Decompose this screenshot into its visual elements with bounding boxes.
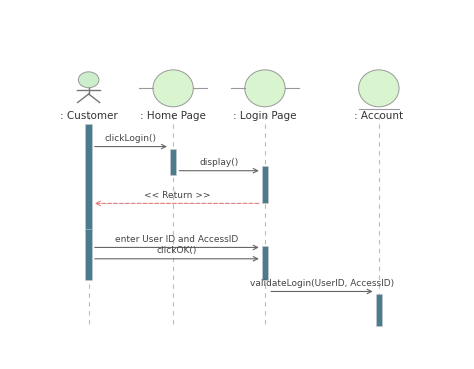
- Bar: [170, 149, 176, 175]
- Text: enter User ID and AccessID: enter User ID and AccessID: [115, 235, 238, 244]
- Ellipse shape: [359, 70, 399, 107]
- Bar: [85, 229, 92, 280]
- Ellipse shape: [245, 70, 285, 107]
- Text: clickLogin(): clickLogin(): [105, 134, 157, 143]
- Text: << Return >>: << Return >>: [144, 191, 210, 200]
- Bar: [262, 166, 268, 203]
- Text: display(): display(): [200, 158, 239, 167]
- Text: : Home Page: : Home Page: [140, 111, 206, 121]
- Text: : Account: : Account: [354, 111, 403, 121]
- Text: : Login Page: : Login Page: [233, 111, 297, 121]
- Text: clickOK(): clickOK(): [156, 246, 197, 255]
- Bar: [262, 246, 268, 280]
- Bar: [85, 124, 92, 232]
- Bar: [375, 294, 382, 325]
- Circle shape: [78, 72, 99, 88]
- Text: : Customer: : Customer: [60, 111, 118, 121]
- Text: validateLogin(UserID, AccessID): validateLogin(UserID, AccessID): [250, 279, 394, 288]
- Ellipse shape: [153, 70, 193, 107]
